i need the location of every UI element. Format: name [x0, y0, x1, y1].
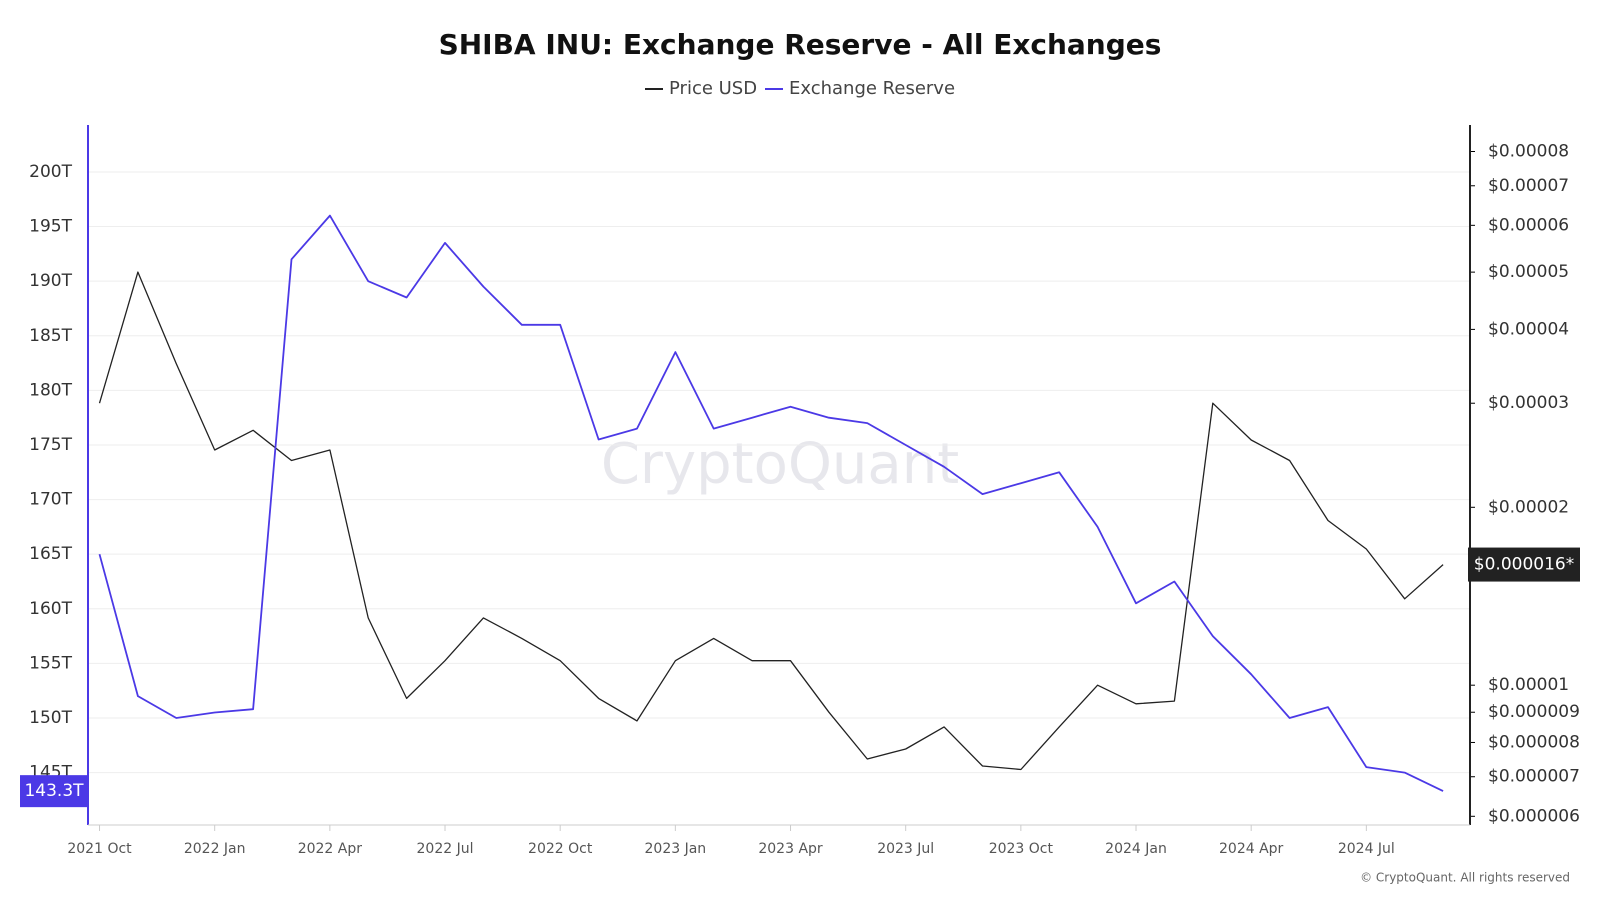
y-tick-label: 170T [29, 490, 72, 510]
y2-tick-label: $0.000009 [1488, 702, 1580, 722]
x-tick-label: 2023 Jul [877, 841, 934, 857]
x-tick-label: 2023 Oct [989, 841, 1054, 857]
y2-tick-label: $0.000008 [1488, 732, 1580, 752]
y-tick-label: 180T [29, 380, 72, 400]
last-value-label: $0.000016* [1474, 555, 1574, 575]
y-tick-label: 165T [29, 544, 72, 564]
y2-tick-label: $0.000007 [1488, 767, 1580, 787]
x-tick-label: 2021 Oct [67, 841, 132, 857]
x-tick-label: 2022 Oct [528, 841, 593, 857]
legend: Price USD Exchange Reserve [645, 78, 955, 99]
y2-tick-label: $0.00007 [1488, 176, 1569, 196]
y2-tick-label: $0.000006 [1488, 806, 1580, 826]
x-tick-label: 2024 Jan [1105, 841, 1167, 857]
series-line [98, 271, 1444, 771]
y2-tick-label: $0.00005 [1488, 262, 1569, 282]
x-tick-label: 2022 Apr [298, 841, 363, 857]
y2-tick-label: $0.00003 [1488, 393, 1569, 413]
last-value-box [1468, 547, 1580, 582]
credit: © CryptoQuant. All rights reserved [1360, 871, 1570, 885]
chart-title: SHIBA INU: Exchange Reserve - All Exchan… [439, 28, 1162, 61]
x-tick-label: 2023 Jan [645, 841, 707, 857]
x-tick-label: 2022 Jul [417, 841, 474, 857]
y2-tick-label: $0.00004 [1488, 319, 1569, 339]
last-value-label: 143.3T [24, 781, 84, 801]
y-tick-label: 200T [29, 162, 72, 182]
x-tick-label: 2022 Jan [184, 841, 246, 857]
last-value-box [20, 775, 88, 808]
y-tick-label: 185T [29, 326, 72, 346]
y-tick-label: 150T [29, 708, 72, 728]
x-tick-label: 2024 Jul [1338, 841, 1395, 857]
y-tick-label: 190T [29, 271, 72, 291]
y2-tick-label: $0.00002 [1488, 497, 1569, 517]
legend-label: Exchange Reserve [789, 78, 955, 99]
y-tick-label: 175T [29, 435, 72, 455]
y2-tick-label: $0.00006 [1488, 215, 1569, 235]
y2-tick-label: $0.00008 [1488, 141, 1569, 161]
x-tick-label: 2023 Apr [758, 841, 823, 857]
y-tick-label: 160T [29, 599, 72, 619]
watermark: CryptoQuant [601, 432, 959, 497]
x-tick-label: 2024 Apr [1219, 841, 1284, 857]
legend-label: Price USD [669, 78, 757, 99]
y-tick-label: 155T [29, 653, 72, 673]
y-tick-label: 195T [29, 217, 72, 237]
y2-tick-label: $0.00001 [1488, 675, 1569, 695]
series-line [98, 214, 1444, 792]
